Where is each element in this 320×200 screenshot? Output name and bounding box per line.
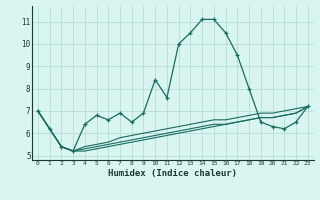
X-axis label: Humidex (Indice chaleur): Humidex (Indice chaleur) [108, 169, 237, 178]
